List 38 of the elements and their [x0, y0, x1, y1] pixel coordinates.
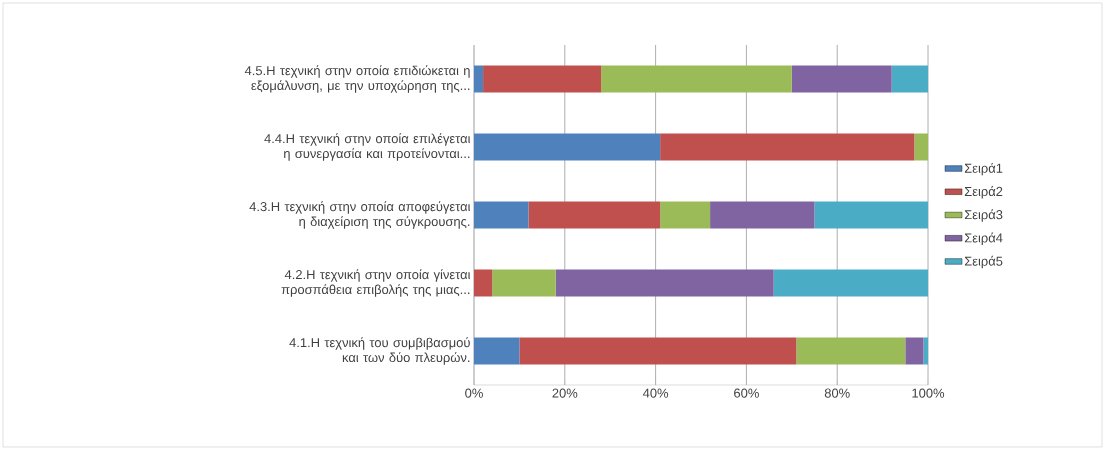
bar — [773, 269, 929, 297]
legend-label: Σειρά4 — [964, 232, 1003, 246]
bar — [474, 65, 484, 93]
bar — [474, 269, 493, 297]
bar — [914, 133, 929, 161]
legend-label: Σειρά5 — [964, 255, 1003, 269]
y-tick-label: 4.4.Η τεχνική στην οποία επιλέγεται η συνεργασία και προτείνονται... — [264, 133, 471, 161]
x-tick-label: 0% — [465, 388, 483, 398]
bar — [814, 201, 929, 229]
bar — [555, 269, 774, 297]
x-tick-label: 20% — [552, 388, 578, 398]
y-tick-label: 4.5.Η τεχνική στην οποία επιδιώκεται η εξομάλυνση, με την υποχώρηση της... — [244, 65, 470, 93]
legend-label: Σειρά3 — [964, 209, 1003, 222]
bar — [660, 201, 711, 229]
bar — [796, 337, 906, 365]
bar — [474, 133, 661, 161]
bar — [791, 65, 892, 93]
bar — [474, 337, 520, 365]
bar — [660, 133, 915, 161]
legend-label: Σειρά1 — [964, 162, 1003, 176]
y-tick-label: 4.3.Η τεχνική στην οποία αποφεύγεται η διαχείριση της σύγκρουσης. — [249, 201, 471, 229]
bar — [474, 201, 529, 229]
bar — [483, 65, 602, 93]
bar — [710, 201, 815, 229]
bar — [905, 337, 924, 365]
x-tick-label: 40% — [642, 388, 669, 398]
x-tick-label: 60% — [734, 388, 759, 398]
y-tick-label: 4.1.Η τεχνική του συμβιβασμού και των δύο πλευρών. — [289, 337, 470, 365]
bar — [519, 337, 797, 365]
x-tick-label: 80% — [824, 388, 850, 398]
bar — [891, 65, 929, 93]
bar — [528, 201, 661, 229]
bar — [601, 65, 792, 93]
bar — [492, 269, 556, 297]
y-tick-label: 4.2.Η τεχνική στην οποία γίνεται προσπάθεια επιβολής της μιας... — [281, 269, 471, 297]
x-tick-label: 100% — [912, 388, 945, 398]
bar — [923, 337, 929, 365]
legend-label: Σειρά2 — [964, 186, 1003, 199]
